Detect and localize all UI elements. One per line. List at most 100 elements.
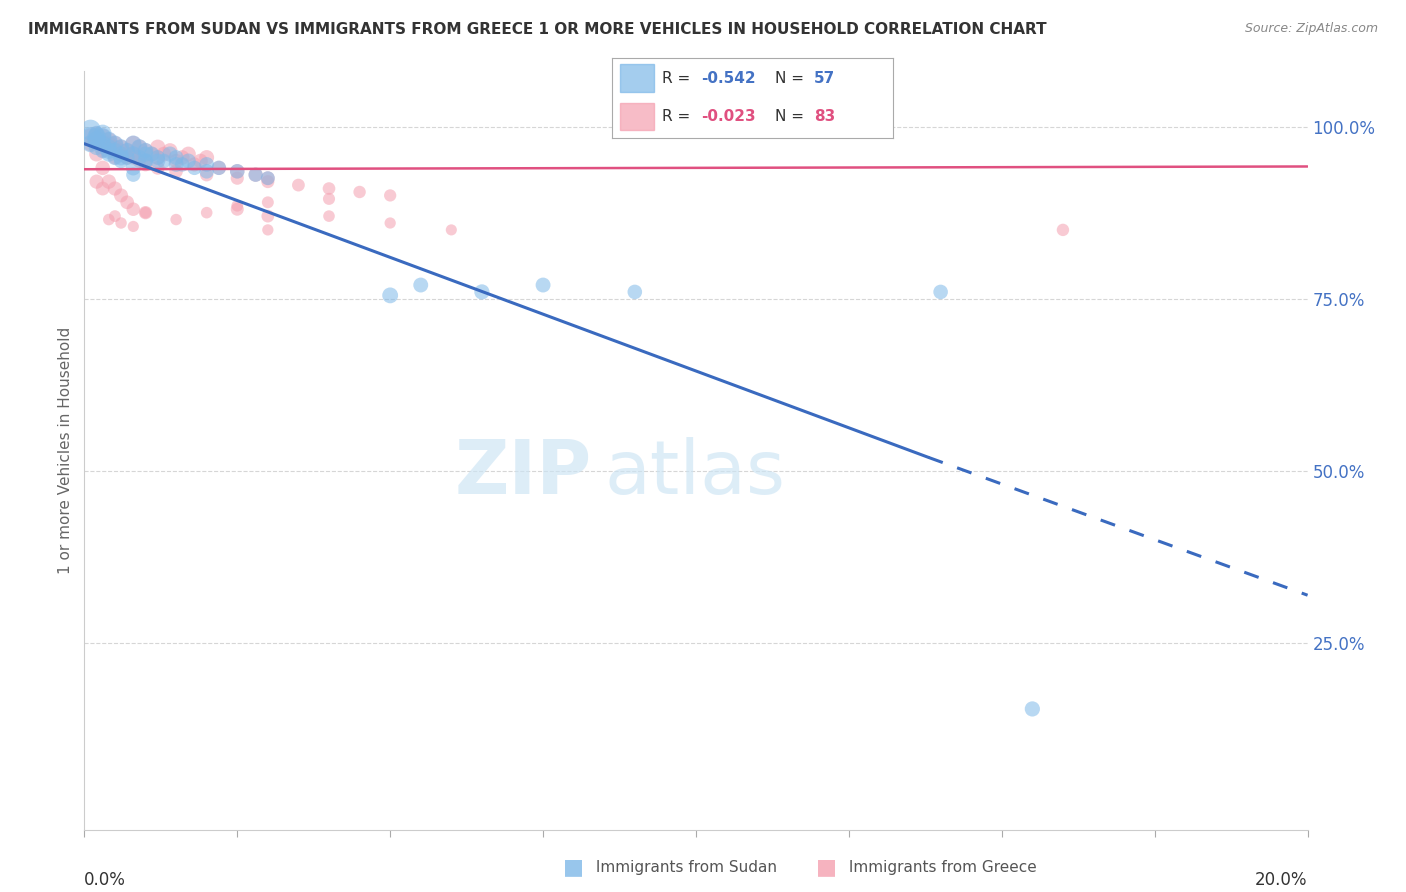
Point [104,144,127,158]
Point [86,129,108,144]
Point [122,136,145,151]
Point [104,136,127,151]
Text: 57: 57 [814,70,835,86]
Point [97,144,120,158]
Point [318,192,340,206]
Point [287,178,309,193]
Point [380,188,402,202]
Point [104,151,127,165]
Point [79,123,101,137]
Point [128,151,150,165]
Point [172,151,194,165]
Point [257,223,280,237]
Point [115,195,138,210]
Point [91,136,114,151]
Point [128,140,150,154]
Point [146,161,169,175]
Point [91,127,114,141]
Point [257,175,280,189]
Point [226,164,249,178]
Point [471,285,494,299]
Point [122,147,145,161]
Point [146,140,169,154]
Point [79,136,101,151]
Point [146,153,169,168]
Point [177,153,200,168]
Text: 0.0%: 0.0% [84,871,127,889]
Point [135,147,157,161]
Point [97,212,120,227]
Point [318,181,340,195]
Text: ZIP: ZIP [454,437,592,509]
Point [135,153,157,168]
Point [183,161,205,175]
Point [165,153,187,168]
Text: R =: R = [662,109,696,124]
Point [104,136,127,151]
Point [104,209,127,223]
Text: N =: N = [775,109,808,124]
Point [165,212,187,227]
Point [91,144,114,158]
Point [135,205,157,219]
Point [104,144,127,158]
Text: R =: R = [662,70,696,86]
Text: Immigrants from Greece: Immigrants from Greece [844,860,1036,874]
Point [257,209,280,223]
Y-axis label: 1 or more Vehicles in Household: 1 or more Vehicles in Household [58,326,73,574]
Point [97,133,120,147]
Point [190,153,212,168]
Point [104,151,127,165]
Point [110,140,132,154]
Point [165,157,187,171]
Point [122,219,145,234]
Point [128,153,150,168]
Point [97,175,120,189]
Point [86,175,108,189]
Point [226,202,249,217]
Point [531,278,554,293]
Point [115,144,138,158]
Point [97,133,120,147]
Text: Immigrants from Sudan: Immigrants from Sudan [591,860,776,874]
Point [380,216,402,230]
Point [97,140,120,154]
Point [624,285,647,299]
Point [91,144,114,158]
Point [122,151,145,165]
Point [257,171,280,186]
Point [110,144,132,158]
Point [122,202,145,217]
Point [440,223,463,237]
Point [97,136,120,151]
Point [79,136,101,151]
Point [91,136,114,151]
Point [195,151,218,165]
Point [257,171,280,186]
Point [86,147,108,161]
Point [91,161,114,175]
Point [409,278,432,293]
Point [115,144,138,158]
Point [110,147,132,161]
Point [226,171,249,186]
Point [159,147,181,161]
Point [110,188,132,202]
Point [122,168,145,182]
Point [165,151,187,165]
Point [91,129,114,144]
Point [208,161,231,175]
Point [97,147,120,161]
Point [122,147,145,161]
Point [141,147,163,161]
Point [86,129,108,144]
Point [165,164,187,178]
Point [110,147,132,161]
Text: -0.023: -0.023 [702,109,756,124]
Text: Source: ZipAtlas.com: Source: ZipAtlas.com [1244,22,1378,36]
Point [153,153,176,168]
Text: ■: ■ [562,857,583,877]
Point [97,140,120,154]
Point [128,151,150,165]
Point [86,127,108,141]
